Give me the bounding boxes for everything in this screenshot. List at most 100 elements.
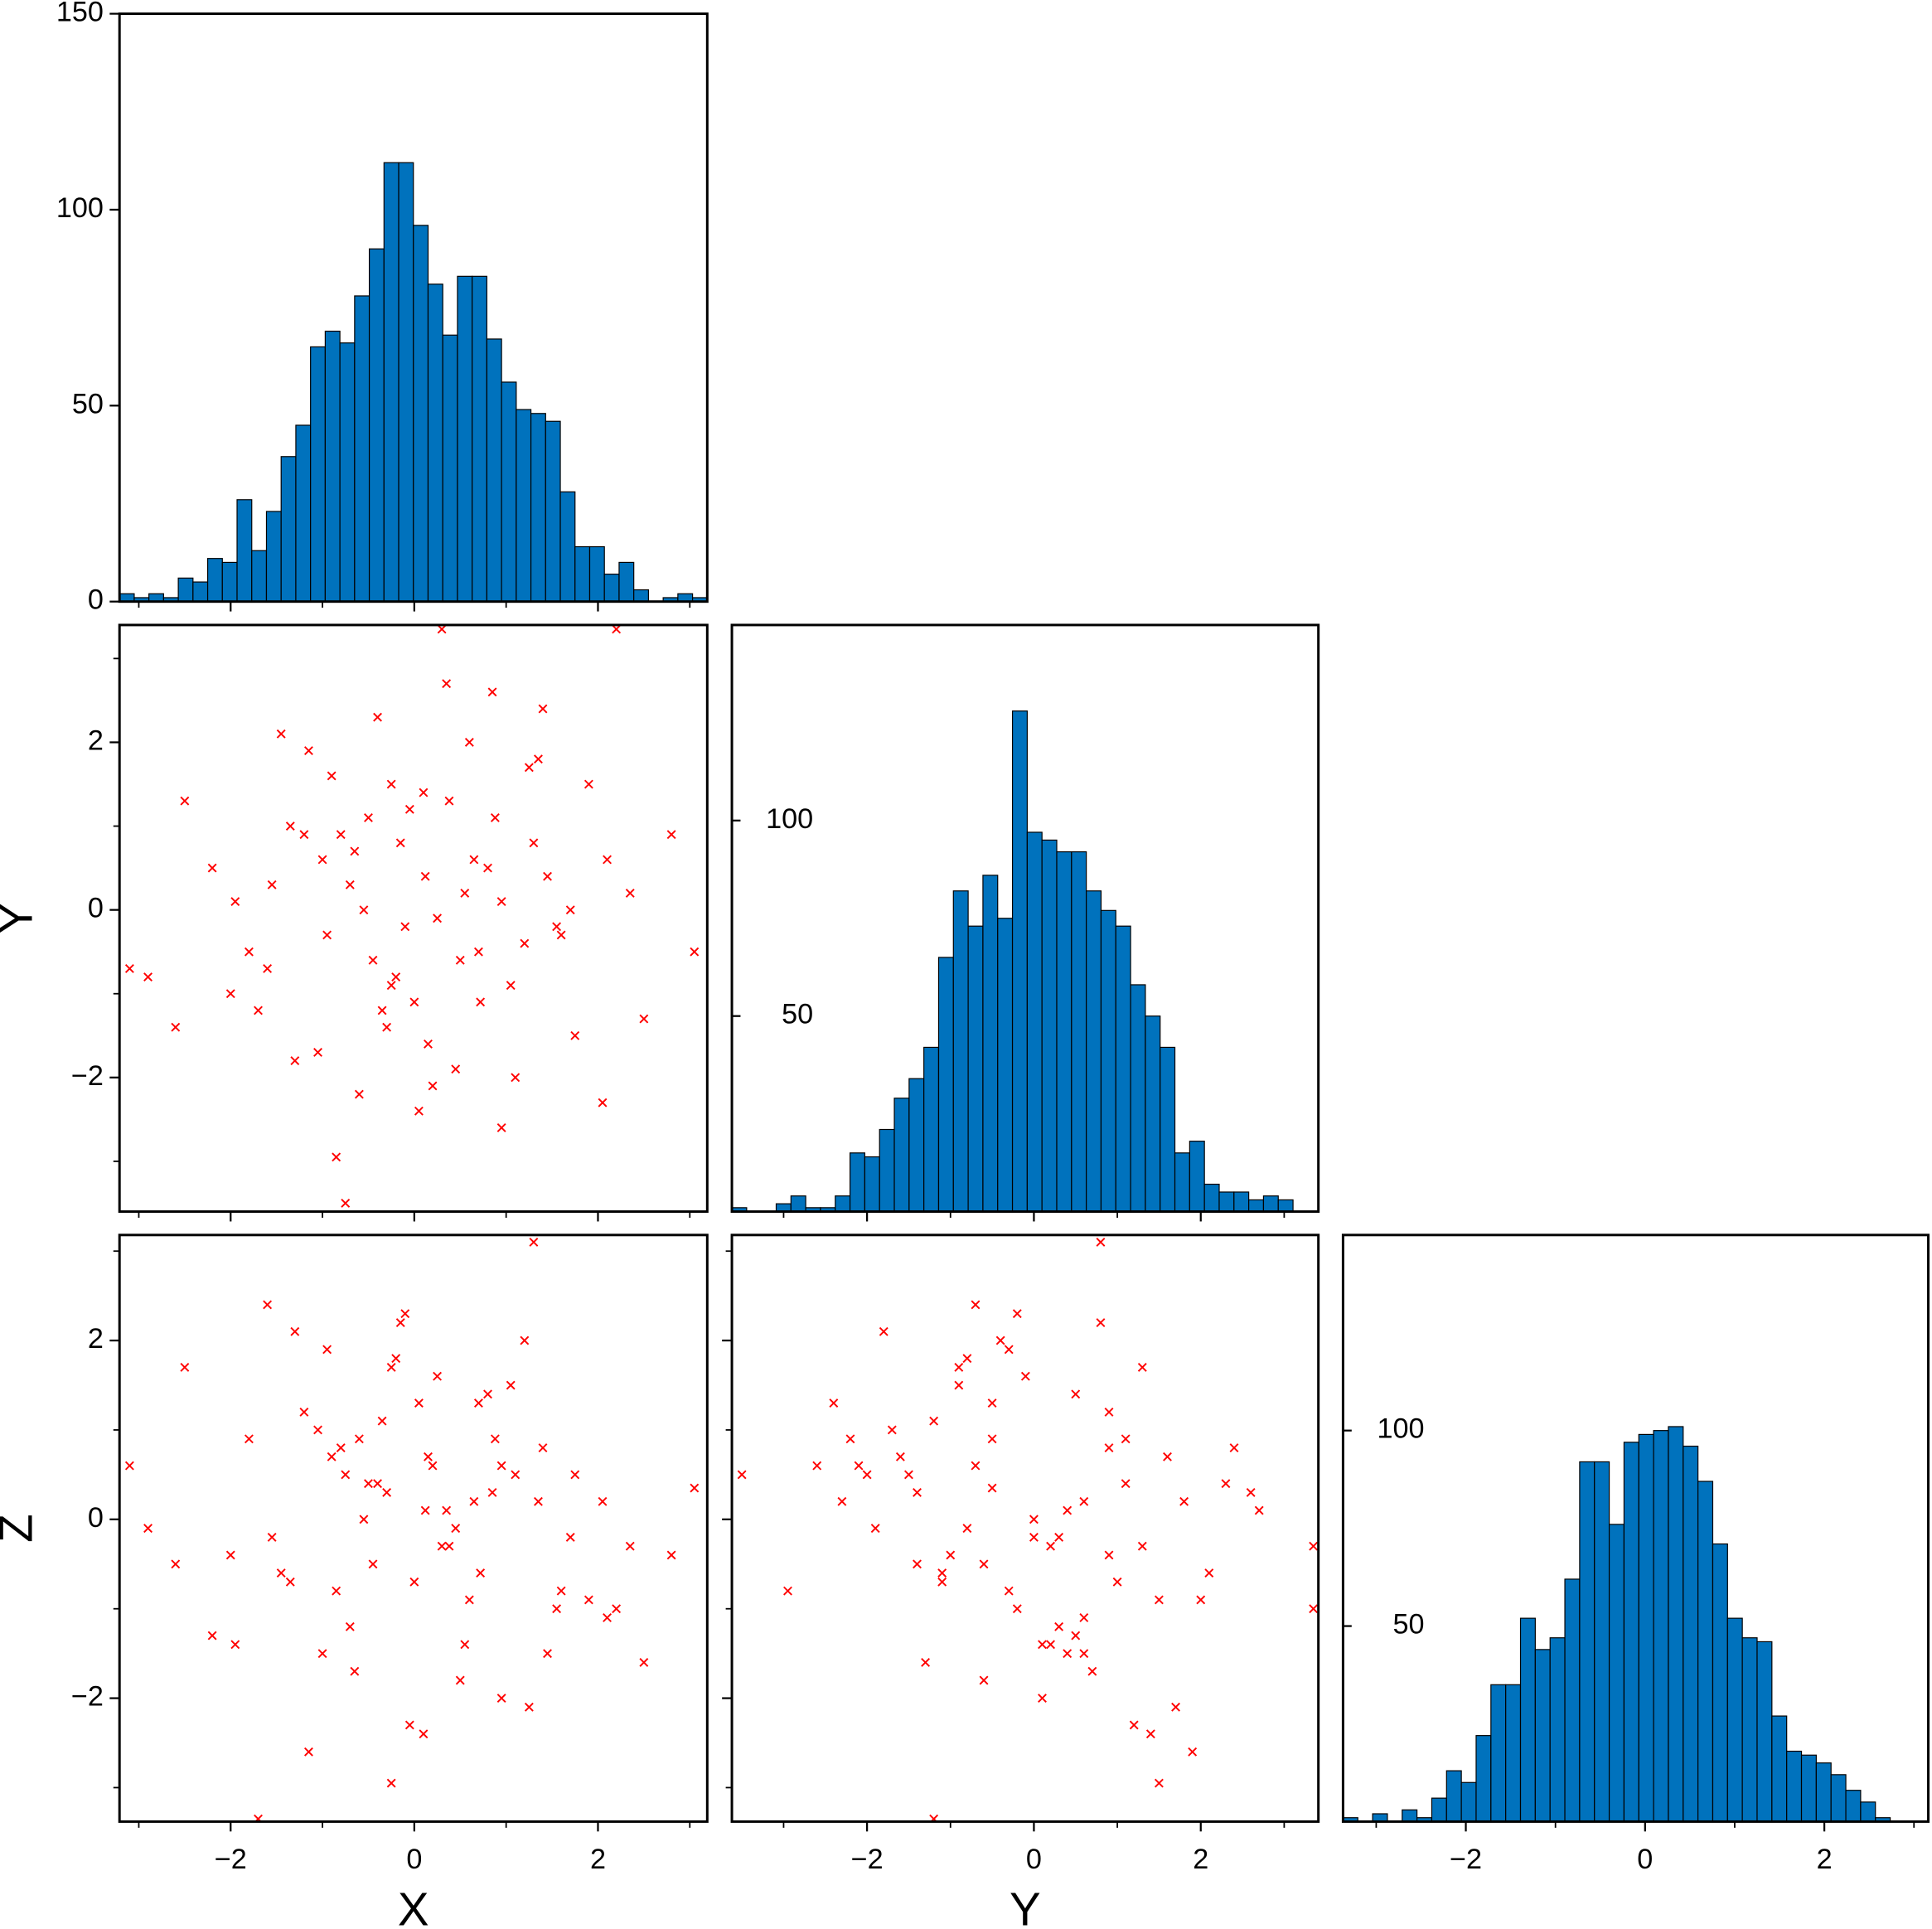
histogram-bar bbox=[221, 561, 238, 602]
scatter-point bbox=[971, 1461, 981, 1471]
scatter-point bbox=[854, 1461, 864, 1471]
scatter-point bbox=[496, 1694, 506, 1704]
scatter-point bbox=[570, 1470, 580, 1480]
scatter-point bbox=[299, 1407, 309, 1417]
histogram-bar bbox=[368, 248, 385, 602]
scatter-point bbox=[1154, 1595, 1164, 1605]
scatter-point bbox=[603, 855, 612, 865]
histogram-bar bbox=[1623, 1442, 1639, 1822]
histogram-bar bbox=[486, 338, 502, 602]
y-tick-label: 100 bbox=[1377, 1413, 1424, 1445]
scatter-point bbox=[565, 905, 575, 915]
scatter-point bbox=[322, 930, 332, 940]
y-tick-label: −2 bbox=[71, 1060, 104, 1092]
scatter-point bbox=[400, 1309, 410, 1319]
scatter-point bbox=[1221, 1479, 1231, 1489]
scatter-point bbox=[1204, 1568, 1214, 1578]
histogram-bar bbox=[937, 957, 954, 1212]
plot-area bbox=[732, 710, 1294, 1212]
scatter-point bbox=[368, 955, 378, 965]
histogram-bar bbox=[1579, 1461, 1595, 1822]
histogram-bar bbox=[251, 550, 268, 602]
scatter-point bbox=[433, 1371, 443, 1381]
histogram-bar bbox=[295, 424, 312, 602]
scatter-point bbox=[276, 1568, 286, 1578]
scatter-point bbox=[1309, 1541, 1319, 1551]
scatter-point bbox=[520, 1335, 530, 1345]
x-tick-label: −2 bbox=[215, 1844, 247, 1875]
scatter-point bbox=[543, 871, 552, 881]
scatter-point bbox=[386, 981, 396, 991]
scatter-point bbox=[690, 947, 700, 957]
scatter-point bbox=[1038, 1640, 1047, 1650]
histogram-bar bbox=[192, 581, 209, 602]
histogram-bar bbox=[893, 1098, 910, 1212]
panel-frame bbox=[118, 623, 709, 1214]
scatter-point bbox=[552, 1604, 562, 1614]
histogram-bar bbox=[1683, 1445, 1699, 1822]
histogram-bar bbox=[1402, 1809, 1418, 1822]
scatter-point bbox=[506, 1380, 516, 1390]
y-tick-label: 150 bbox=[56, 0, 104, 28]
histogram-bar bbox=[1653, 1430, 1669, 1822]
x-tick-label: 0 bbox=[406, 1844, 422, 1875]
scatter-point bbox=[263, 963, 273, 973]
scatter-point bbox=[1063, 1505, 1073, 1515]
scatter-point bbox=[414, 1398, 424, 1408]
scatter-point bbox=[812, 1461, 822, 1471]
scatter-point bbox=[313, 1425, 322, 1435]
x-tick-label: −2 bbox=[1450, 1844, 1482, 1875]
plot-area bbox=[124, 624, 700, 1208]
scatter-point bbox=[1229, 1443, 1239, 1452]
scatter-point bbox=[543, 1649, 552, 1659]
scatter-point bbox=[225, 989, 235, 999]
scatter-point bbox=[1163, 1452, 1172, 1461]
scatter-panel: −2 0 2 Y bbox=[0, 623, 709, 1222]
scatter-point bbox=[404, 804, 414, 814]
scatter-point bbox=[263, 1300, 273, 1310]
histogram-bar bbox=[603, 574, 620, 602]
scatter-point bbox=[254, 1006, 263, 1015]
scatter-point bbox=[1254, 1505, 1264, 1515]
scatter-point bbox=[464, 738, 474, 747]
scatter-point bbox=[327, 771, 337, 781]
scatter-point bbox=[879, 1326, 889, 1336]
y-tick-label: 0 bbox=[88, 584, 104, 616]
histogram-bar bbox=[1431, 1797, 1447, 1822]
panel-frame bbox=[118, 1233, 709, 1823]
scatter-point bbox=[937, 1568, 947, 1578]
histogram-bar bbox=[280, 456, 297, 602]
scatter-point bbox=[1104, 1443, 1114, 1452]
scatter-point bbox=[1112, 1577, 1122, 1587]
scatter-point bbox=[1071, 1631, 1081, 1641]
histogram-bar bbox=[442, 334, 458, 602]
scatter-point bbox=[529, 1237, 539, 1247]
scatter-point bbox=[476, 997, 486, 1007]
histogram-bar bbox=[1490, 1684, 1507, 1822]
scatter-point bbox=[350, 1666, 360, 1676]
scatter-point bbox=[180, 1363, 190, 1372]
scatter-point bbox=[207, 1631, 217, 1641]
scatter-point bbox=[267, 1532, 277, 1542]
scatter-point bbox=[364, 1479, 373, 1489]
scatter-point bbox=[639, 1014, 649, 1024]
histogram-bar bbox=[1830, 1774, 1847, 1822]
histogram-bar bbox=[1174, 1152, 1190, 1212]
histogram-panel: 0 50 100 150 bbox=[56, 0, 709, 616]
histogram-bar bbox=[923, 1046, 940, 1212]
scatter-point bbox=[332, 1152, 341, 1162]
histogram-bar bbox=[383, 162, 399, 602]
histogram-bar bbox=[472, 275, 487, 602]
scatter-point bbox=[496, 1461, 506, 1471]
histogram-bar bbox=[339, 342, 356, 602]
histogram-bar bbox=[530, 413, 546, 602]
scatter-point bbox=[690, 1483, 700, 1493]
scatter-point bbox=[1012, 1604, 1022, 1614]
scatter-point bbox=[350, 846, 360, 856]
scatter-point bbox=[428, 1081, 438, 1091]
histogram-bar bbox=[1011, 710, 1028, 1212]
scatter-point bbox=[1171, 1702, 1180, 1712]
scatter-point bbox=[424, 1452, 433, 1461]
scatter-point bbox=[336, 1443, 346, 1452]
